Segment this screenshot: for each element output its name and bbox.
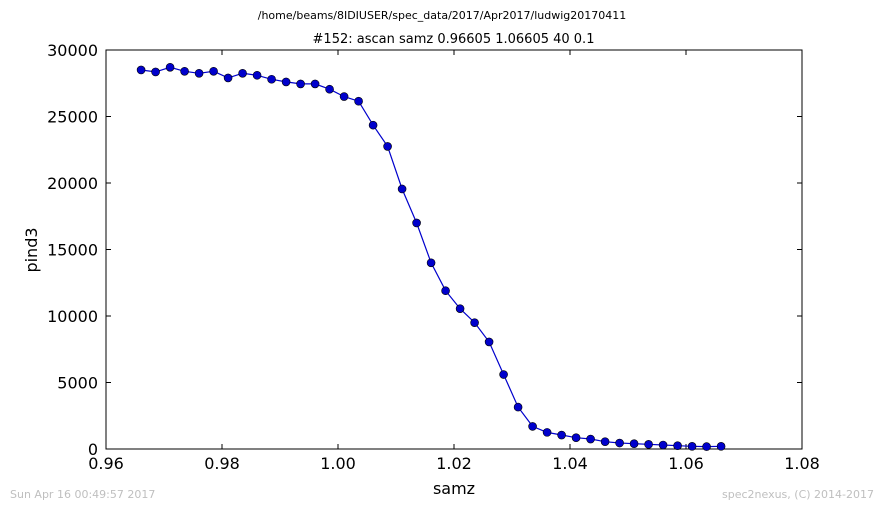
data-point	[571, 433, 581, 442]
y-tick-label: 10000	[47, 307, 98, 326]
data-point	[557, 430, 566, 440]
data-point	[455, 304, 465, 313]
data-point	[165, 62, 175, 72]
plot-area-frame	[105, 49, 803, 450]
data-point	[586, 434, 595, 444]
data-point	[716, 442, 726, 451]
x-tick-label: 1.00	[320, 454, 356, 473]
data-point	[281, 77, 291, 87]
y-tick-label: 25000	[47, 108, 98, 127]
y-axis-label: pind3	[22, 227, 41, 272]
data-point	[658, 440, 668, 450]
y-tick-label: 0	[88, 440, 98, 459]
x-tick-label: 0.98	[204, 454, 240, 473]
y-tick-label: 5000	[57, 374, 98, 393]
data-point	[209, 66, 218, 76]
data-point	[252, 70, 262, 80]
data-point	[470, 318, 479, 327]
axis-ticks: 0.96 0.98 1.00 1.02 1.04 1.06 1.08 0 5000 10000 15…	[47, 41, 820, 473]
data-point	[600, 437, 610, 446]
data-point	[499, 370, 508, 379]
x-tick-label: 1.06	[668, 454, 704, 473]
data-point	[397, 184, 407, 194]
data-point	[412, 218, 421, 228]
footer-credit: spec2nexus, (C) 2014-2017	[722, 488, 874, 501]
data-point	[629, 439, 639, 448]
data-point	[528, 422, 537, 431]
y-tick-label: 30000	[47, 41, 98, 60]
data-point	[296, 79, 305, 89]
data-point	[615, 438, 624, 448]
data-point	[702, 442, 711, 451]
data-point	[644, 440, 653, 449]
data-point	[354, 96, 363, 106]
data-point	[180, 66, 189, 76]
series-line	[141, 66, 722, 448]
x-tick-label: 1.08	[784, 454, 820, 473]
x-axis-label: samz	[433, 479, 475, 498]
x-tick-label: 1.02	[436, 454, 472, 473]
data-point	[441, 286, 450, 296]
file-path-title: /home/beams/8IDIUSER/spec_data/2017/Apr2…	[257, 9, 627, 22]
data-point	[513, 402, 523, 412]
data-point	[151, 67, 160, 77]
data-point	[542, 428, 552, 437]
data-point	[484, 337, 494, 347]
footer-timestamp: Sun Apr 16 00:49:57 2017	[10, 488, 156, 501]
data-point	[687, 442, 697, 451]
series-pind3	[136, 62, 726, 451]
data-point	[673, 441, 682, 450]
chart-title: #152: ascan samz 0.96605 1.06605 40 0.1	[313, 32, 595, 47]
data-point	[426, 258, 436, 268]
data-point	[238, 68, 247, 78]
data-point	[368, 120, 378, 130]
data-point	[136, 65, 146, 75]
data-point	[339, 92, 349, 101]
data-point	[194, 68, 204, 78]
x-tick-label: 1.04	[552, 454, 588, 473]
data-point	[310, 79, 320, 89]
data-point	[267, 74, 276, 84]
data-point	[383, 142, 392, 151]
data-point	[325, 84, 334, 94]
y-tick-label: 15000	[47, 241, 98, 260]
x-tick-label: 0.96	[88, 454, 124, 473]
y-tick-label: 20000	[47, 174, 98, 193]
data-point	[223, 73, 233, 83]
